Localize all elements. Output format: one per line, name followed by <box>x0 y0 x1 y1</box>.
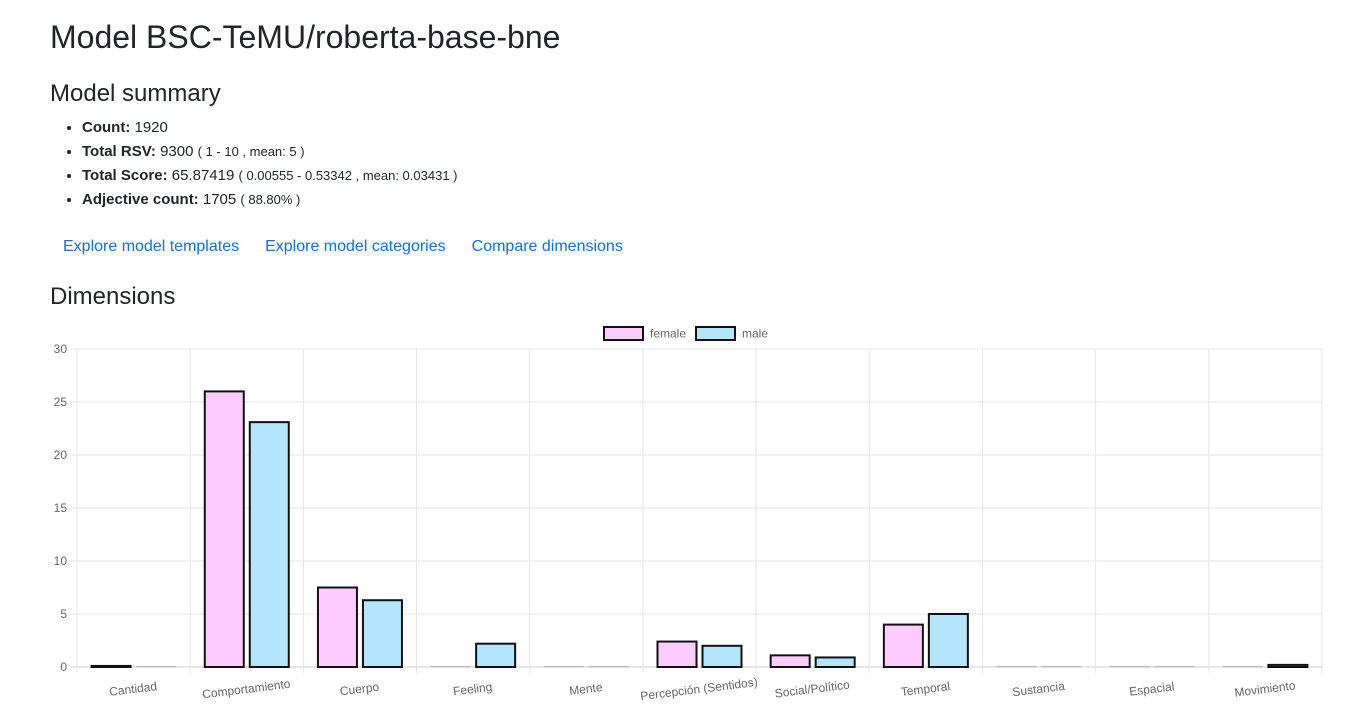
x-tick-label: Sustancia <box>1012 679 1066 699</box>
x-tick-label: Social/Político <box>774 677 851 700</box>
model-nav: Explore model templates Explore model ca… <box>63 236 623 258</box>
bar-female <box>656 640 698 668</box>
summary-detail: ( 0.00555 - 0.53342 , mean: 0.03431 ) <box>238 168 458 183</box>
legend-label-female: female <box>650 327 686 341</box>
legend-label-male: male <box>742 327 768 341</box>
summary-item-count: Count: 1920 <box>82 116 458 140</box>
bar-female <box>1222 665 1263 668</box>
x-tick-label: Cuerpo <box>339 680 380 699</box>
summary-detail: ( 88.80% ) <box>240 192 301 207</box>
bar-male <box>1154 665 1195 668</box>
x-tick-label: Comportamiento <box>201 677 291 702</box>
legend-swatch-female <box>603 326 644 341</box>
y-tick-label: 15 <box>54 501 68 515</box>
legend-swatch-male <box>695 326 736 341</box>
summary-detail: ( 1 - 10 , mean: 5 ) <box>197 144 305 159</box>
y-tick-label: 25 <box>54 395 68 409</box>
y-tick-label: 20 <box>54 448 68 462</box>
explore-categories-link[interactable]: Explore model categories <box>265 238 446 255</box>
bar-female <box>316 586 358 668</box>
x-tick-label: Cantidad <box>108 679 157 699</box>
summary-label: Total Score: <box>82 167 168 184</box>
x-tick-label: Espacial <box>1128 679 1175 698</box>
y-tick-label: 5 <box>60 607 67 621</box>
summary-value: 65.87419 <box>171 167 235 184</box>
summary-value: 1705 <box>202 191 237 208</box>
bar-male <box>701 644 743 668</box>
bar-female <box>882 623 924 668</box>
summary-value: 9300 <box>160 143 194 160</box>
y-tick-label: 10 <box>54 554 68 568</box>
y-tick-label: 30 <box>54 342 68 356</box>
summary-value: 1920 <box>134 119 168 136</box>
bar-male <box>136 665 177 668</box>
summary-item-total-rsv: Total RSV: 9300 ( 1 - 10 , mean: 5 ) <box>82 140 458 164</box>
bar-male <box>814 656 856 669</box>
summary-label: Count: <box>82 119 131 136</box>
bar-female <box>1109 665 1150 668</box>
bar-female <box>430 665 471 668</box>
bar-male <box>248 421 290 669</box>
bar-female <box>769 654 811 669</box>
compare-dimensions-link[interactable]: Compare dimensions <box>471 238 623 255</box>
summary-title: Model summary <box>50 80 221 107</box>
page-title: Model BSC-TeMU/roberta-base-bne <box>50 19 561 55</box>
bar-male <box>588 665 629 668</box>
x-tick-label: Percepción (Sentidos) <box>640 675 759 703</box>
bar-male <box>927 613 969 668</box>
bar-female <box>543 665 584 668</box>
x-tick-label: Temporal <box>900 679 951 699</box>
explore-templates-link[interactable]: Explore model templates <box>63 238 240 255</box>
bar-female <box>203 390 245 668</box>
summary-label: Adjective count: <box>82 191 199 208</box>
summary-label: Total RSV: <box>82 143 156 160</box>
y-tick-label: 0 <box>60 660 67 674</box>
summary-item-adjective-count: Adjective count: 1705 ( 88.80% ) <box>82 188 458 212</box>
bar-male <box>1267 663 1309 669</box>
bar-male <box>361 599 403 668</box>
bar-female <box>90 664 132 669</box>
bar-male <box>475 642 517 668</box>
summary-list: Count: 1920 Total RSV: 9300 ( 1 - 10 , m… <box>82 116 458 212</box>
x-tick-label: Movimiento <box>1234 678 1297 699</box>
summary-item-total-score: Total Score: 65.87419 ( 0.00555 - 0.5334… <box>82 164 458 188</box>
x-tick-label: Feeling <box>452 680 493 699</box>
bar-female <box>996 665 1037 668</box>
bar-male <box>1041 665 1082 668</box>
dimensions-title: Dimensions <box>50 283 176 310</box>
x-tick-label: Mente <box>568 680 603 698</box>
